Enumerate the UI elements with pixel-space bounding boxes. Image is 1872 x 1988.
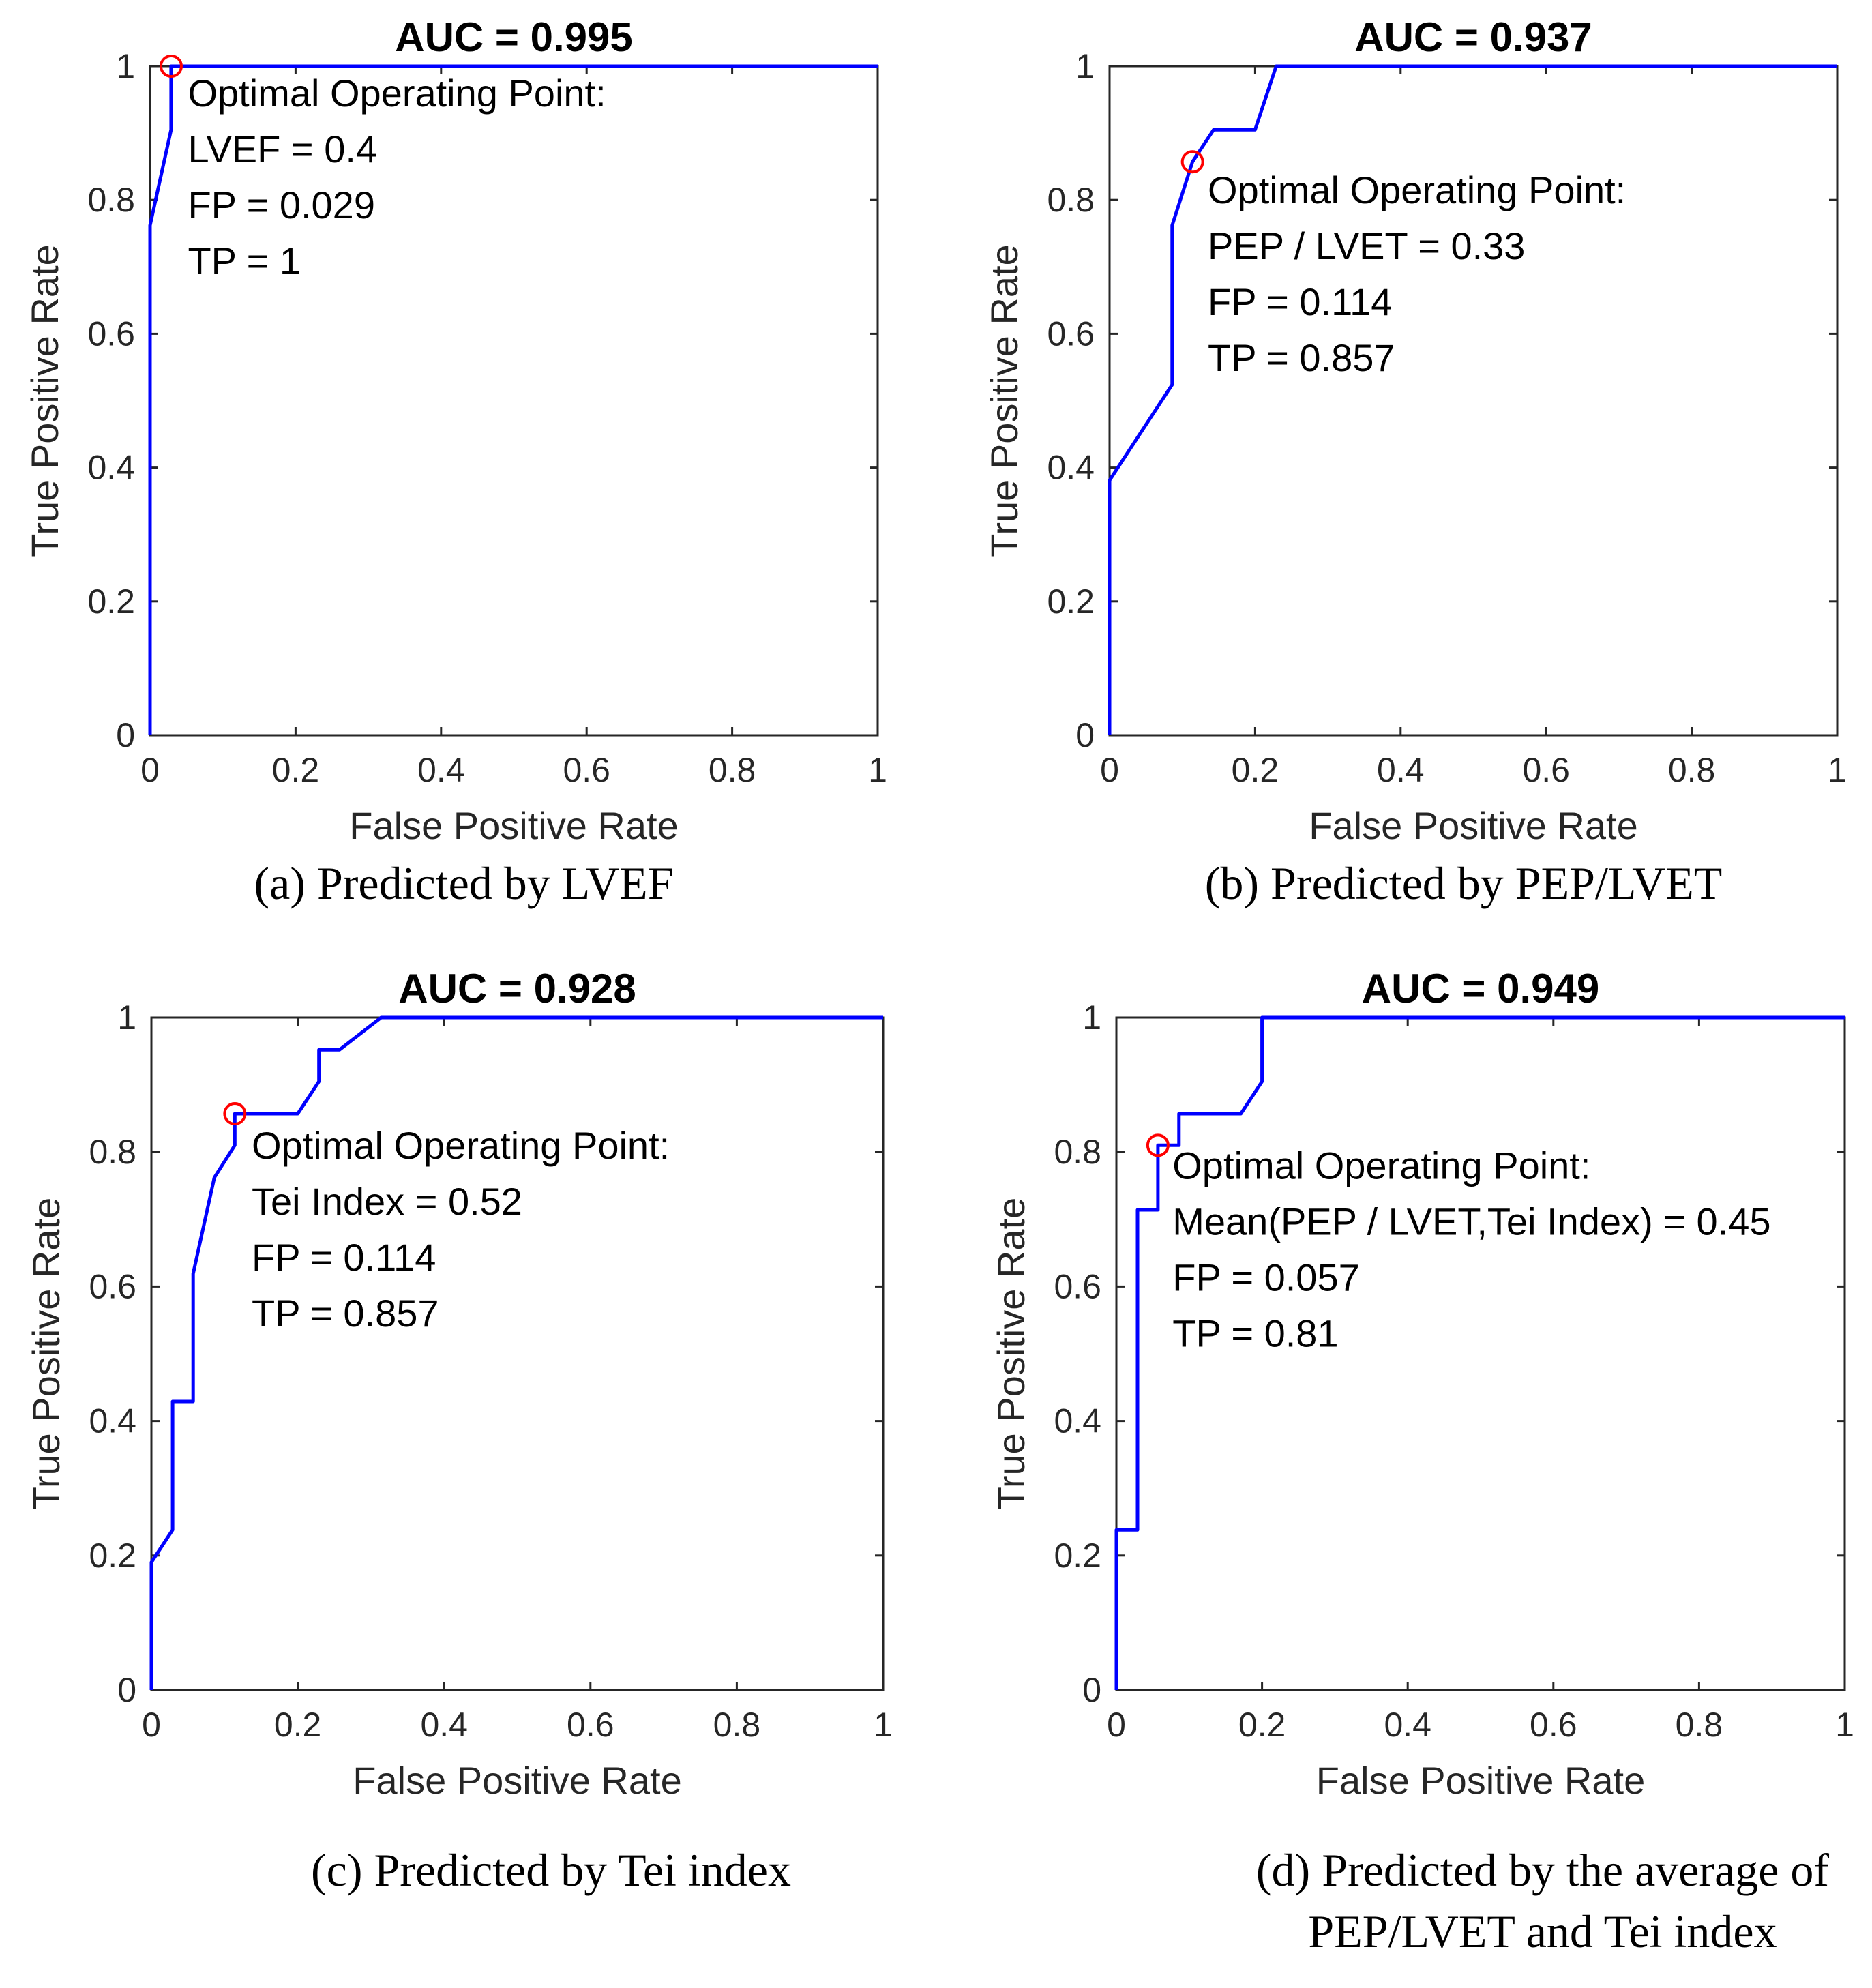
y-tick-label: 0.2 — [1047, 582, 1095, 621]
y-tick-label: 0.4 — [1047, 449, 1095, 487]
y-tick-label: 0 — [117, 1671, 136, 1709]
annotation-line: PEP / LVET = 0.33 — [1208, 224, 1525, 267]
x-tick-label: 0 — [140, 751, 160, 789]
annotation-line: Optimal Operating Point: — [252, 1124, 670, 1167]
y-axis-label: True Positive Rate — [990, 1198, 1032, 1511]
y-tick-label: 1 — [116, 47, 135, 85]
annotation-line: Tei Index = 0.52 — [252, 1180, 522, 1223]
x-tick-label: 0 — [142, 1706, 161, 1744]
x-tick-label: 0 — [1107, 1706, 1126, 1744]
annotation-line: LVEF = 0.4 — [188, 128, 377, 170]
x-tick-label: 0.6 — [1530, 1706, 1577, 1744]
x-tick-label: 0.8 — [1668, 751, 1716, 789]
roc-curve — [149, 1015, 883, 1690]
x-tick-label: 0.4 — [417, 751, 465, 789]
annotation-line: FP = 0.114 — [252, 1236, 436, 1279]
annotation-line: TP = 0.857 — [252, 1292, 439, 1335]
x-axis-label: False Positive Rate — [349, 804, 678, 847]
optimal-point-marker — [159, 55, 183, 78]
panel-caption: (a) Predicted by LVEF — [254, 857, 673, 909]
x-tick-label: 0.2 — [274, 1706, 322, 1744]
chart-title: AUC = 0.937 — [1354, 14, 1592, 60]
y-tick-label: 0 — [1075, 716, 1095, 754]
x-tick-label: 0.4 — [1377, 751, 1425, 789]
panel-caption: (b) Predicted by PEP/LVET — [1205, 857, 1723, 909]
x-tick-label: 0.6 — [1522, 751, 1570, 789]
x-tick-label: 0.8 — [709, 751, 756, 789]
annotation-line: Optimal Operating Point: — [1208, 168, 1626, 211]
optimal-point-marker — [223, 1101, 247, 1125]
y-tick-label: 0.6 — [89, 1267, 136, 1305]
y-tick-label: 1 — [117, 998, 136, 1037]
y-tick-label: 1 — [1075, 47, 1095, 85]
roc-curve — [148, 64, 878, 735]
x-tick-label: 1 — [874, 1706, 893, 1744]
annotation-line: FP = 0.029 — [188, 183, 375, 226]
x-tick-label: 0.2 — [1232, 751, 1279, 789]
y-tick-label: 1 — [1082, 998, 1101, 1037]
panel-caption: (d) Predicted by the average of — [1256, 1844, 1830, 1896]
x-axis-label: False Positive Rate — [1309, 804, 1637, 847]
panel-caption: (c) Predicted by Tei index — [311, 1844, 791, 1896]
y-tick-label: 0.6 — [1047, 314, 1095, 353]
panel-caption: PEP/LVET and Tei index — [1308, 1905, 1777, 1957]
y-tick-label: 0.4 — [1054, 1402, 1101, 1440]
optimal-point-marker — [1180, 150, 1204, 174]
y-tick-label: 0 — [1082, 1671, 1101, 1709]
annotation-line: Mean(PEP / LVET,Tei Index) = 0.45 — [1172, 1200, 1770, 1243]
annotation-line: FP = 0.057 — [1172, 1256, 1360, 1299]
x-axis-label: False Positive Rate — [353, 1759, 681, 1802]
y-tick-label: 0 — [116, 716, 135, 754]
y-tick-label: 0.8 — [87, 181, 135, 219]
y-tick-label: 0.6 — [1054, 1267, 1101, 1305]
y-tick-label: 0.6 — [87, 314, 135, 353]
annotation-line: Optimal Operating Point: — [1172, 1144, 1590, 1187]
y-tick-label: 0.8 — [1047, 181, 1095, 219]
roc-panel-2: 0 0.2 0.4 0.6 0.8 1 0 0.2 0.4 0.6 0.8 1 AUC = 0.937 F… — [983, 14, 1847, 909]
y-tick-label: 0.8 — [89, 1133, 136, 1171]
x-tick-label: 0.2 — [272, 751, 320, 789]
x-tick-label: 1 — [868, 751, 887, 789]
x-axis-label: False Positive Rate — [1316, 1759, 1645, 1802]
x-tick-label: 0.6 — [567, 1706, 614, 1744]
annotation-line: FP = 0.114 — [1208, 280, 1392, 323]
y-tick-label: 0.8 — [1054, 1133, 1101, 1171]
y-axis-label: True Positive Rate — [25, 1198, 68, 1511]
annotation-line: TP = 1 — [188, 239, 301, 282]
annotation-line: TP = 0.857 — [1208, 336, 1395, 379]
y-tick-label: 0.2 — [1054, 1537, 1101, 1575]
axes-frame — [150, 1016, 885, 1691]
axes-frame — [1108, 65, 1839, 737]
roc-curve — [1108, 64, 1837, 735]
annotation-line: TP = 0.81 — [1172, 1312, 1338, 1355]
y-axis-label: True Positive Rate — [983, 244, 1026, 557]
x-tick-label: 0.4 — [1384, 1706, 1431, 1744]
optimal-point-marker — [1146, 1133, 1170, 1157]
y-axis-label: True Positive Rate — [23, 244, 66, 557]
chart-title: AUC = 0.949 — [1362, 966, 1600, 1011]
chart-title: AUC = 0.928 — [398, 966, 636, 1011]
x-tick-label: 0.2 — [1238, 1706, 1286, 1744]
x-tick-label: 0.8 — [1676, 1706, 1723, 1744]
x-tick-label: 1 — [1835, 1706, 1854, 1744]
roc-panel-4: 0 0.2 0.4 0.6 0.8 1 0 0.2 0.4 0.6 0.8 1 AUC = 0.949 F… — [990, 966, 1854, 1957]
y-tick-label: 0.4 — [87, 449, 135, 487]
x-tick-label: 1 — [1828, 751, 1847, 789]
roc-panel-3: 0 0.2 0.4 0.6 0.8 1 0 0.2 0.4 0.6 0.8 1 AUC = 0.928 F… — [25, 966, 893, 1896]
roc-panel-1: 0 0.2 0.4 0.6 0.8 1 0 0.2 0.4 0.6 0.8 1 AUC = 0.995 F… — [23, 14, 887, 909]
annotation-line: Optimal Operating Point: — [188, 72, 606, 115]
y-tick-label: 0.4 — [89, 1402, 136, 1440]
x-tick-label: 0.6 — [563, 751, 610, 789]
y-tick-label: 0.2 — [89, 1537, 136, 1575]
x-tick-label: 0.4 — [420, 1706, 468, 1744]
chart-title: AUC = 0.995 — [395, 14, 633, 60]
y-tick-label: 0.2 — [87, 582, 135, 621]
x-tick-label: 0 — [1100, 751, 1119, 789]
x-tick-label: 0.8 — [713, 1706, 761, 1744]
